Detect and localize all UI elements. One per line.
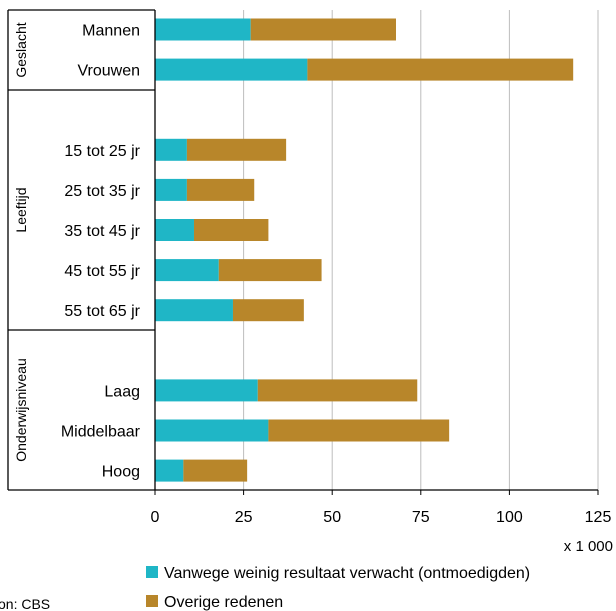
group-label-leeftijd: Leeftijd bbox=[13, 187, 29, 232]
bar-vrouwen-series-0 bbox=[155, 58, 308, 81]
bar-middelbaar-series-1 bbox=[268, 419, 450, 442]
category-label-35-tot-45-jr: 35 tot 45 jr bbox=[64, 223, 140, 240]
category-label-mannen: Mannen bbox=[82, 23, 140, 40]
legend: Vanwege weinig resultaat verwacht (ontmo… bbox=[146, 565, 530, 611]
category-label-55-tot-65-jr: 55 tot 65 jr bbox=[64, 303, 140, 320]
bar-vrouwen-series-1 bbox=[307, 58, 574, 81]
category-label-laag: Laag bbox=[104, 383, 140, 400]
x-tick-label-75: 75 bbox=[412, 509, 430, 526]
legend-swatch-ontmoedigden bbox=[146, 566, 158, 578]
group-labels: Geslacht Leeftijd Onderwijsniveau bbox=[13, 22, 29, 461]
category-labels: Mannen Vrouwen 15 tot 25 jr 25 tot 35 jr 35 … bbox=[61, 23, 141, 481]
bar-55-tot-65-jr-series-1 bbox=[232, 299, 304, 322]
legend-label-overige: Overige redenen bbox=[164, 594, 283, 611]
bar-middelbaar-series-0 bbox=[155, 419, 269, 442]
bar-25-tot-35-jr-series-0 bbox=[155, 178, 187, 201]
unit-label: x 1 000 bbox=[564, 538, 613, 555]
category-label-hoog: Hoog bbox=[102, 464, 140, 481]
bar-35-tot-45-jr-series-1 bbox=[193, 219, 269, 241]
category-label-middelbaar: Middelbaar bbox=[61, 424, 141, 441]
bar-hoog-series-1 bbox=[183, 459, 248, 482]
bar-25-tot-35-jr-series-1 bbox=[186, 178, 255, 201]
x-tick-label-100: 100 bbox=[496, 509, 523, 526]
group-label-onderwijsniveau: Onderwijsniveau bbox=[13, 358, 29, 462]
x-tick-label-125: 125 bbox=[585, 509, 612, 526]
category-label-vrouwen: Vrouwen bbox=[77, 63, 140, 80]
bar-mannen-series-1 bbox=[250, 18, 396, 41]
bar-45-tot-55-jr-series-0 bbox=[155, 259, 219, 282]
bar-35-tot-45-jr-series-0 bbox=[155, 219, 194, 241]
legend-label-ontmoedigden: Vanwege weinig resultaat verwacht (ontmo… bbox=[164, 565, 530, 582]
category-label-15-tot-25-jr: 15 tot 25 jr bbox=[64, 143, 140, 160]
bars bbox=[155, 18, 574, 482]
grid-lines bbox=[243, 10, 599, 490]
x-tick-label-0: 0 bbox=[151, 509, 160, 526]
bar-45-tot-55-jr-series-1 bbox=[218, 259, 322, 282]
source-label: on: CBS bbox=[0, 596, 50, 611]
chart-frame bbox=[7, 9, 599, 495]
x-tick-label-50: 50 bbox=[323, 509, 341, 526]
bar-15-tot-25-jr-series-0 bbox=[155, 138, 187, 161]
bar-15-tot-25-jr-series-1 bbox=[186, 138, 287, 161]
bar-55-tot-65-jr-series-0 bbox=[155, 299, 233, 322]
x-tick-labels: 0 25 50 75 100 125 bbox=[151, 509, 612, 526]
legend-swatch-overige bbox=[146, 595, 158, 607]
group-label-geslacht: Geslacht bbox=[13, 22, 29, 77]
bar-laag-series-0 bbox=[155, 379, 258, 402]
bar-laag-series-1 bbox=[257, 379, 418, 402]
category-label-45-tot-55-jr: 45 tot 55 jr bbox=[64, 263, 140, 280]
x-tick-label-25: 25 bbox=[235, 509, 253, 526]
category-label-25-tot-35-jr: 25 tot 35 jr bbox=[64, 183, 140, 200]
bar-hoog-series-0 bbox=[155, 459, 184, 482]
bar-mannen-series-0 bbox=[155, 18, 251, 41]
